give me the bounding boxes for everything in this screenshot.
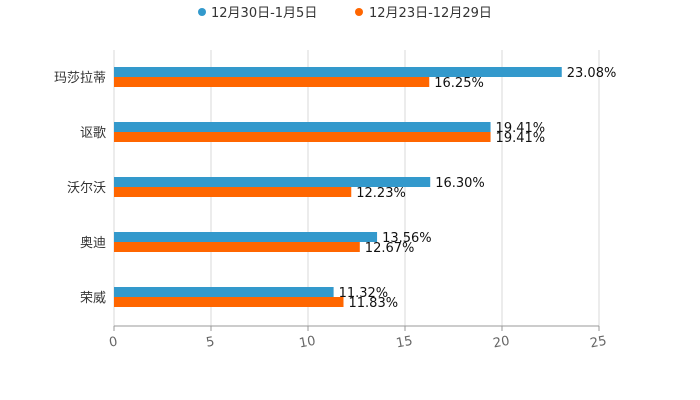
bar-series-2[interactable] (114, 77, 430, 87)
labels: 玛莎拉蒂 23.08% 16.25% 讴歌 19.41%19.41% 沃尔沃 16.30% 1… (54, 66, 616, 311)
category-label: 玛莎拉蒂 (54, 71, 106, 86)
data-label-series-2: 12.67% (365, 241, 415, 256)
data-label-series-2: 16.25% (434, 76, 484, 91)
x-tick-label: 15 (395, 334, 414, 352)
bar-series-2[interactable] (114, 297, 344, 307)
bar-series-1[interactable] (114, 67, 562, 77)
legend-marker-series-1[interactable] (198, 8, 206, 16)
bar-series-1[interactable] (114, 232, 378, 242)
category-label: 沃尔沃 (67, 181, 106, 196)
data-label-series-2: 11.83% (349, 296, 399, 311)
category-label: 奥迪 (80, 236, 106, 251)
category-label: 荣威 (80, 291, 106, 306)
data-label-series-1: 13.56% (382, 231, 432, 246)
data-label-series-1: 11.32% (339, 286, 389, 301)
data-label-series-2: 12.23% (356, 186, 406, 201)
data-label-series-2: 19.41% (496, 131, 546, 146)
axes: 0 5 10 15 20 25 (108, 325, 608, 352)
bar-series-1[interactable] (114, 122, 491, 132)
bar-series-2[interactable] (114, 187, 352, 197)
legend-label-series-2[interactable]: 12月23日-12月29日 (369, 6, 492, 21)
bar-series-2[interactable] (114, 132, 491, 142)
data-label-series-1: 16.30% (435, 176, 485, 191)
bars (114, 67, 562, 307)
category-label: 讴歌 (80, 126, 106, 141)
legend-label-series-1[interactable]: 12月30日-1月5日 (211, 6, 317, 21)
x-tick-label: 25 (589, 334, 608, 352)
legend-marker-series-2[interactable] (355, 8, 363, 16)
x-tick-label: 5 (205, 334, 216, 350)
legend: 12月30日-1月5日 12月23日-12月29日 (198, 6, 492, 21)
x-tick-label: 20 (492, 334, 511, 352)
x-tick-label: 0 (108, 334, 119, 350)
data-label-series-1: 23.08% (567, 66, 617, 81)
data-label-series-1: 19.41% (496, 121, 546, 136)
bar-series-1[interactable] (114, 177, 431, 187)
x-tick-label: 10 (298, 334, 317, 352)
bar-series-2[interactable] (114, 242, 360, 252)
bar-series-1[interactable] (114, 287, 334, 297)
